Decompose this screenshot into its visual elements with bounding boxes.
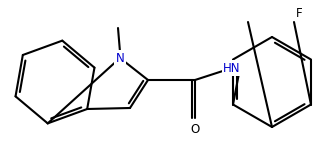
- Text: N: N: [116, 51, 124, 64]
- Text: HN: HN: [223, 61, 241, 75]
- Text: O: O: [190, 123, 200, 136]
- Text: F: F: [296, 7, 303, 20]
